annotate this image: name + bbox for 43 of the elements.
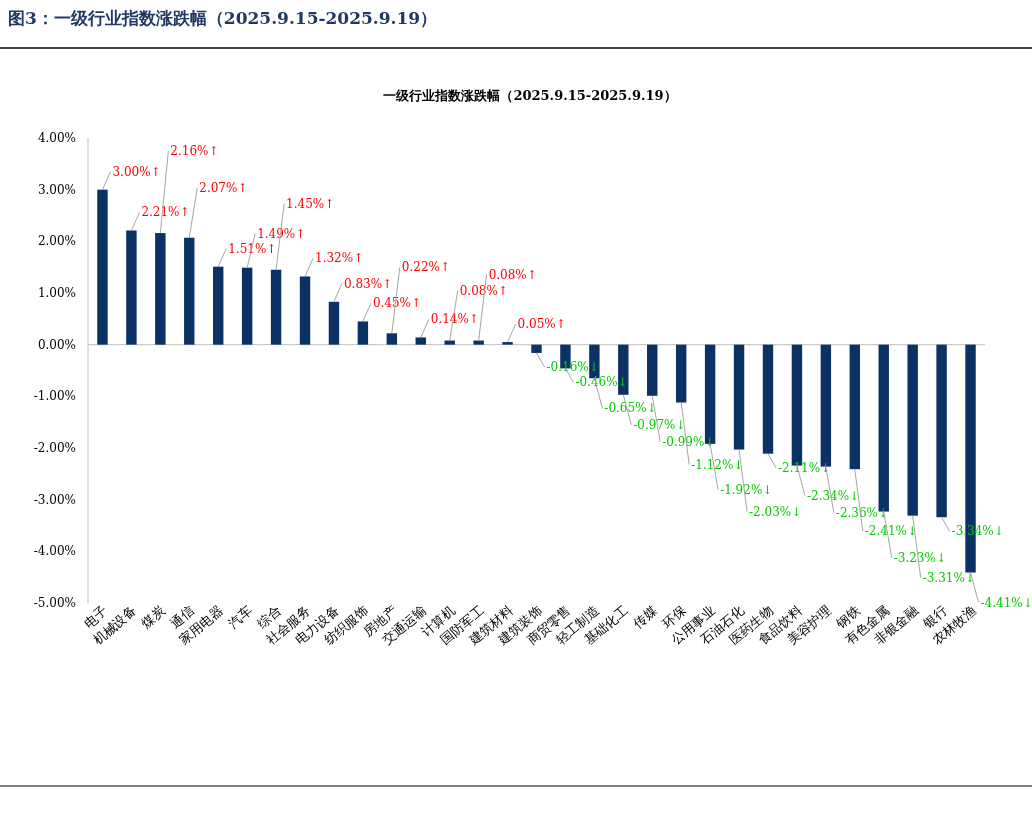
y-tick-label: -4.00%: [33, 544, 76, 559]
data-label: 1.51%↑: [228, 241, 277, 256]
data-label: -2.41%↓: [864, 524, 918, 539]
x-tick-label: 汽车: [225, 602, 256, 632]
data-label: 0.83%↑: [343, 276, 393, 291]
y-tick-label: 0.00%: [37, 337, 76, 352]
y-tick-label: -1.00%: [33, 389, 76, 404]
x-tick-label: 传媒: [630, 602, 661, 632]
y-tick-label: -3.00%: [33, 492, 76, 507]
data-label: -1.12%↓: [691, 457, 744, 472]
data-label: -2.36%↓: [835, 505, 889, 520]
data-label: 0.05%↑: [517, 317, 566, 332]
y-tick-label: -2.00%: [33, 441, 76, 455]
data-label: 2.07%↑: [199, 180, 248, 195]
data-label: -4.41%↓: [980, 595, 1032, 610]
data-label: 2.16%↑: [170, 144, 219, 159]
y-tick-label: 1.00%: [37, 286, 76, 300]
data-label: 0.08%↑: [488, 267, 537, 282]
data-label: -0.99%↓: [662, 434, 715, 449]
data-label: 0.45%↑: [372, 296, 422, 311]
data-label: 0.08%↑: [459, 283, 508, 298]
data-label: 1.49%↑: [257, 226, 306, 241]
y-tick-label: 3.00%: [37, 182, 76, 197]
data-label: -0.65%↓: [604, 401, 657, 416]
data-label: -2.34%↓: [806, 488, 860, 503]
data-label: -0.97%↓: [633, 417, 686, 432]
x-tick-label: 煤炭: [138, 602, 169, 632]
data-label: 0.14%↑: [430, 312, 479, 327]
y-tick-label: -5.00%: [33, 596, 76, 610]
data-label: 1.32%↑: [315, 251, 364, 266]
data-label: 2.21%↑: [141, 205, 190, 220]
data-label: 3.00%↑: [112, 164, 161, 179]
data-label: -1.92%↓: [720, 482, 773, 497]
data-label: 0.22%↑: [401, 260, 451, 275]
data-label: -2.03%↓: [749, 504, 802, 519]
y-tick-label: 2.00%: [37, 234, 76, 249]
y-tick-label: 4.00%: [37, 131, 76, 145]
title: 图3：一级行业指数涨跌幅（2025.9.15-2025.9.19）: [8, 8, 438, 28]
data-label: -3.23%↓: [893, 550, 946, 565]
chart-subtitle: 一级行业指数涨跌幅（2025.9.15-2025.9.19）: [383, 88, 677, 103]
data-label: -3.31%↓: [922, 570, 975, 585]
data-label: -2.11%↓: [777, 460, 831, 475]
data-label: 1.45%↑: [286, 196, 335, 211]
